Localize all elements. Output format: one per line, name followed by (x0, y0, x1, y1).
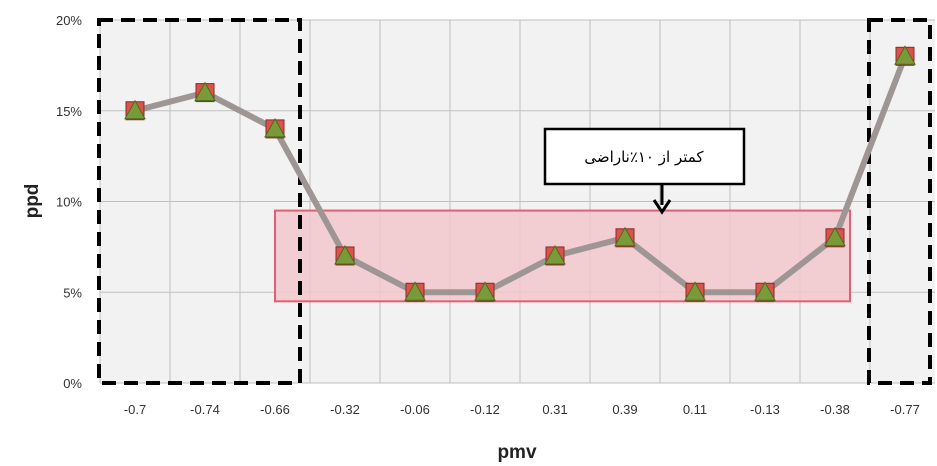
y-tick-label: 20% (56, 13, 82, 28)
dashed-group-box (97, 18, 302, 385)
y-tick-label: 0% (63, 376, 82, 391)
annotation-text: کمتر از ۱۰٪ناراضی (584, 148, 704, 166)
y-tick-labels: 0% 5% 10% 15% 20% (56, 13, 82, 391)
y-tick-label: 15% (56, 104, 82, 119)
dashed-group-box (867, 18, 932, 385)
data-point-triangle (684, 281, 706, 301)
series-line (134, 55, 908, 296)
x-tick-label: -0.66 (260, 402, 290, 417)
x-tick-label: -0.7 (124, 402, 146, 417)
x-tick-label: -0.12 (470, 402, 500, 417)
x-tick-label: -0.13 (750, 402, 780, 417)
data-point-triangle (824, 226, 846, 247)
y-tick-label: 10% (56, 195, 82, 210)
x-tick-label: 0.39 (612, 402, 637, 417)
data-point-triangle (404, 281, 426, 301)
x-tick-labels: -0.7 -0.74 -0.66 -0.32 -0.06 -0.12 0.31 0.39 0.1… (124, 402, 920, 417)
annotation-arrow-head (652, 199, 672, 215)
y-tick-label: 5% (63, 285, 82, 300)
annotation-box (543, 127, 746, 186)
data-point-triangle (194, 81, 216, 102)
x-tick-label: -0.74 (190, 402, 220, 417)
x-tick-label: -0.32 (330, 402, 360, 417)
x-tick-label: 0.11 (683, 402, 707, 417)
series-layer (124, 45, 916, 302)
data-point-triangle (614, 226, 636, 247)
x-tick-label: -0.38 (820, 402, 850, 417)
dashed-box-layer (97, 18, 932, 385)
annotation-callout: کمتر از ۱۰٪ناراضی (543, 127, 746, 215)
data-point-triangle (474, 281, 496, 301)
data-point-triangle (544, 244, 566, 265)
y-axis-title: ppd (22, 184, 43, 219)
data-point-triangle (754, 281, 776, 301)
data-point-triangle (894, 45, 916, 65)
data-point-triangle (264, 117, 286, 138)
x-tick-label: 0.31 (542, 402, 567, 417)
data-point-triangle (124, 99, 146, 120)
data-point-triangle (334, 244, 356, 265)
x-tick-label: -0.77 (890, 402, 920, 417)
x-axis-title: pmv (497, 442, 537, 463)
x-tick-label: -0.06 (400, 402, 430, 417)
